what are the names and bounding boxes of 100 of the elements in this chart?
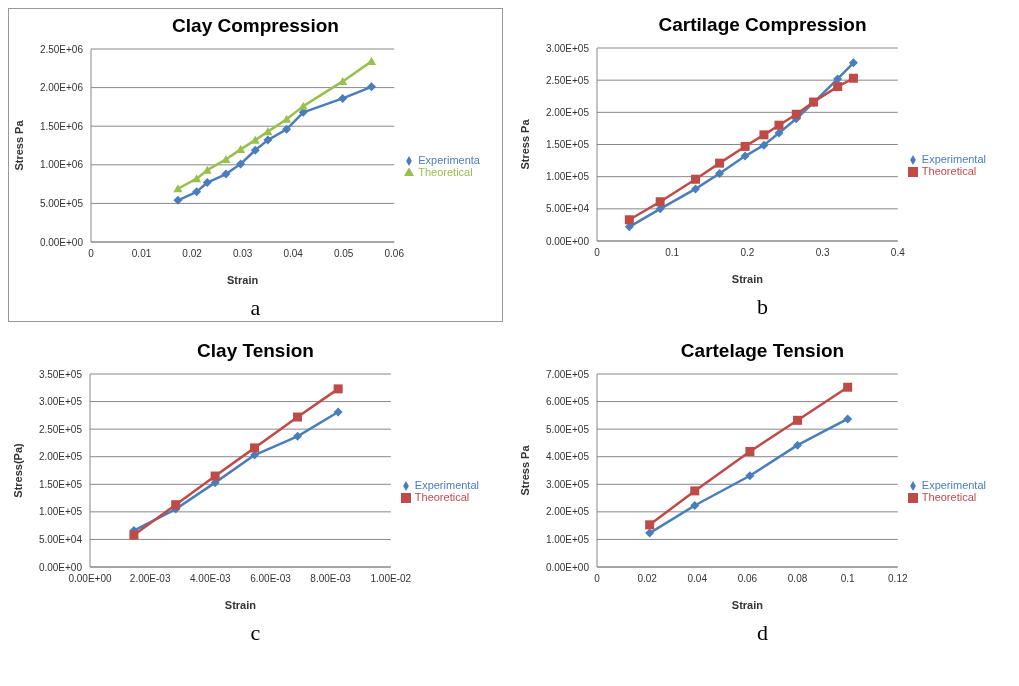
y-tick-label: 2.50E+05	[38, 423, 83, 435]
point	[282, 124, 292, 134]
x-axis-title: Strain	[731, 599, 764, 611]
x-axis-title: Strain	[227, 274, 259, 286]
point	[715, 168, 725, 178]
x-tick-label: 8.00E-03	[310, 573, 352, 585]
point	[655, 197, 665, 207]
y-tick-label: 0.00E+00	[39, 236, 84, 248]
point	[293, 412, 303, 422]
y-tick-label: 3.00E+05	[545, 42, 590, 54]
point	[192, 174, 202, 183]
point	[210, 471, 220, 481]
point	[250, 443, 260, 453]
point	[759, 140, 769, 150]
x-tick-label: 0.3	[815, 247, 830, 259]
x-tick-label: 0.05	[333, 248, 354, 260]
point	[250, 135, 260, 144]
point	[740, 141, 750, 151]
y-tick-label: 2.00E+05	[38, 451, 83, 463]
point	[740, 151, 750, 161]
legend-label: Experimental	[921, 478, 986, 491]
legend-label: Experimenta	[418, 153, 480, 166]
chart-title: Cartelage Tension	[679, 339, 846, 363]
point	[691, 174, 701, 184]
point	[691, 184, 701, 194]
y-tick-label: 0.00E+00	[38, 561, 83, 573]
x-tick-label: 0.4	[890, 247, 906, 259]
legend-label: Experimental	[414, 478, 479, 491]
y-tick-label: 1.00E+05	[545, 533, 590, 545]
point	[236, 159, 246, 169]
point	[192, 187, 202, 197]
y-tick-label: 0.00E+00	[545, 561, 590, 573]
y-tick-label: 1.50E+05	[545, 139, 590, 151]
x-tick-label: 0.1	[665, 247, 680, 259]
x-tick-label: 0.01	[131, 248, 152, 260]
y-axis-title: Stress Pa	[12, 119, 25, 171]
y-tick-label: 1.00E+05	[38, 506, 83, 518]
y-tick-label: 2.00E+06	[39, 82, 84, 94]
legend-label: Theoretical	[921, 165, 977, 177]
point	[298, 101, 308, 110]
point	[715, 158, 725, 168]
point	[759, 130, 769, 140]
x-tick-label: 0.06	[384, 248, 405, 260]
x-tick-label: 0.02	[182, 248, 203, 260]
point	[833, 74, 843, 84]
point	[263, 127, 273, 136]
point	[774, 120, 784, 130]
point	[745, 471, 755, 481]
point	[236, 144, 246, 153]
x-axis-title: Strain	[224, 599, 257, 611]
y-tick-label: 4.00E+05	[545, 451, 590, 463]
y-tick-label: 1.00E+06	[39, 159, 84, 171]
legend-label: Theoretical	[921, 491, 977, 503]
point	[791, 109, 801, 119]
y-tick-label: 5.00E+04	[545, 203, 590, 215]
point	[129, 530, 139, 540]
chart-title: Cartilage Compression	[657, 13, 868, 37]
x-tick-label: 1.00E-02	[370, 573, 412, 585]
x-tick-label: 0.04	[283, 248, 304, 260]
point	[202, 178, 212, 188]
x-tick-label: 0.00E+00	[68, 573, 112, 585]
point	[173, 184, 183, 193]
y-tick-label: 2.00E+05	[545, 506, 590, 518]
x-tick-label: 6.00E-03	[250, 573, 292, 585]
y-tick-label: 3.50E+05	[38, 368, 83, 380]
text: c	[249, 620, 262, 646]
x-tick-label: 0.03	[232, 248, 253, 260]
x-tick-label: 0.02	[637, 573, 658, 585]
point	[690, 501, 700, 511]
x-axis-title: Strain	[731, 273, 764, 285]
point	[338, 76, 348, 86]
point	[338, 93, 348, 103]
y-tick-label: 1.50E+06	[39, 120, 84, 132]
y-tick-label: 2.50E+06	[39, 43, 84, 55]
legend-label: Theoretical	[414, 491, 470, 503]
text: d	[756, 620, 769, 646]
text: b	[756, 294, 769, 320]
y-axis-title: Stress Pa	[518, 118, 531, 170]
y-tick-label: 2.00E+05	[545, 106, 590, 118]
y-tick-label: 0.00E+00	[545, 235, 590, 247]
y-tick-label: 1.50E+05	[38, 478, 83, 490]
y-tick-label: 7.00E+05	[545, 368, 590, 380]
point	[333, 384, 343, 394]
point	[333, 407, 343, 417]
point	[774, 128, 784, 138]
point	[843, 382, 853, 392]
point	[250, 145, 260, 155]
chart-title: Clay Compression	[171, 14, 340, 38]
y-tick-label: 6.00E+05	[545, 396, 590, 408]
y-tick-label: 2.50E+05	[545, 74, 590, 86]
point	[221, 154, 231, 163]
point	[366, 82, 376, 92]
point	[843, 414, 853, 424]
y-tick-label: 5.00E+04	[38, 533, 83, 545]
point	[221, 169, 231, 179]
x-tick-label: 0.1	[840, 573, 856, 585]
point	[793, 440, 803, 450]
point	[745, 446, 755, 456]
x-tick-label: 0.2	[740, 247, 755, 259]
chart-title: Clay Tension	[196, 339, 315, 363]
